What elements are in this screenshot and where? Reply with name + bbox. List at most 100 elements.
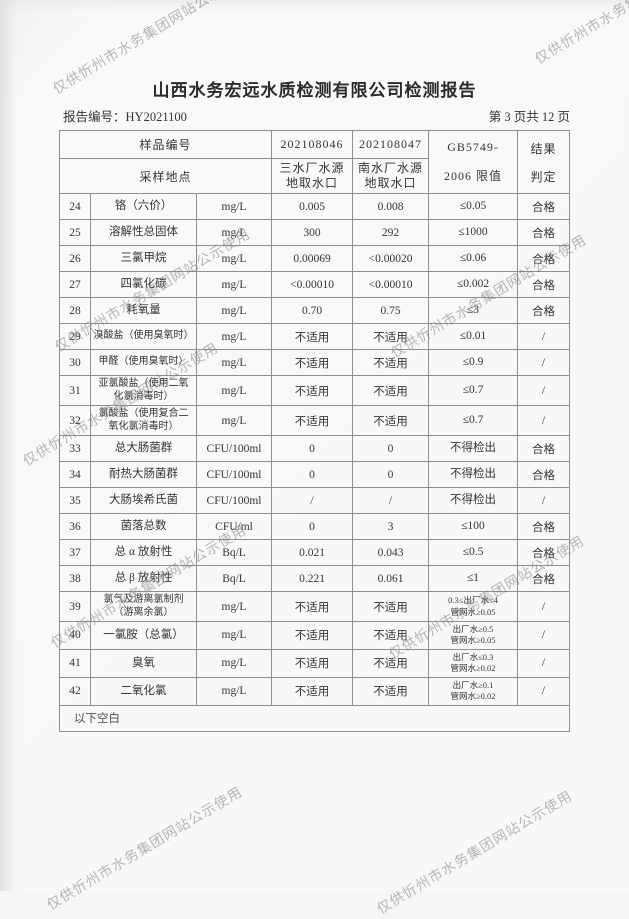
item-name: 耗氧量 (90, 297, 197, 324)
limit-value: ≤0.5 (428, 539, 519, 566)
limit-value: 不得检出 (428, 487, 519, 514)
unit: mg/L (195, 271, 273, 298)
item-name: 总 α 放射性 (90, 539, 197, 566)
result-label-1: 结果 (530, 141, 557, 156)
result-value: / (517, 591, 571, 622)
row-number: 25 (59, 219, 91, 246)
sample1-value: 不适用 (271, 648, 354, 678)
sample2-value: 292 (352, 219, 430, 246)
sample2-site: 南水厂水源 地取水口 (352, 158, 430, 194)
unit: mg/L (195, 245, 273, 272)
sample2-value: <0.00020 (352, 245, 430, 272)
table-row: 28 耗氧量 mg/L 0.70 0.75 ≤3 合格 (59, 297, 571, 324)
page-indicator: 第 3 页共 12 页 (488, 110, 570, 124)
limit-value: ≤0.002 (428, 271, 519, 298)
item-name: 耐热大肠菌群 (90, 461, 197, 488)
result-value: / (517, 648, 571, 678)
unit: CFU/ml (195, 513, 273, 540)
row-number: 24 (59, 193, 91, 220)
limit-value: ≤3 (428, 297, 519, 324)
result-value: / (517, 349, 571, 376)
table-row: 34 耐热大肠菌群 CFU/100ml 0 0 不得检出 合格 (59, 461, 571, 488)
item-name: 臭氧 (90, 648, 197, 678)
sample1-value: 不适用 (271, 591, 354, 622)
sample2-value: 不适用 (352, 375, 430, 406)
result-value: 合格 (517, 271, 571, 298)
sample1-value: 不适用 (271, 676, 354, 706)
blank-below-note: 以下空白 (58, 704, 571, 732)
sample1-value: 300 (271, 219, 354, 246)
table-row: 39 氯气及游离氯制剂 （游离余氯） mg/L 不适用 不适用 0.3≤出厂水≤4 管网水… (59, 591, 571, 622)
row-number: 28 (59, 297, 91, 324)
row-number: 34 (59, 461, 91, 488)
table-row: 27 四氯化碳 mg/L <0.00010 <0.00010 ≤0.002 合格 (59, 271, 571, 298)
limit-value: ≤0.05 (428, 193, 519, 220)
row-number: 32 (59, 405, 91, 436)
report-number: 报告编号：HY2021100 (63, 106, 187, 125)
sample2-value: 不适用 (352, 648, 430, 678)
sample1-value: 0.021 (271, 539, 354, 566)
sample2-number: 202108047 (352, 130, 430, 159)
sample-number-label: 样品编号 (58, 130, 273, 159)
header-row-1: 样品编号 202108046 202108047 GB5749- 2006 限值… (58, 130, 571, 194)
row-number: 42 (59, 676, 91, 706)
sample2-value: 0.061 (352, 565, 430, 592)
item-name: 氯酸盐（使用复合二 氧化氯消毒时） (90, 405, 197, 436)
result-value: 合格 (517, 565, 571, 592)
item-name: 溶解性总固体 (90, 219, 197, 246)
sample2-value: 不适用 (352, 349, 430, 376)
unit: mg/L (195, 323, 273, 350)
item-name: 亚氯酸盐（使用二氧 化氯消毒时） (90, 375, 197, 406)
item-name: 溴酸盐（使用臭氧时） (90, 323, 197, 350)
table-row: 24 铬（六价） mg/L 0.005 0.008 ≤0.05 合格 (59, 193, 571, 220)
result-value: 合格 (517, 539, 571, 566)
item-name: 大肠埃希氏菌 (90, 487, 197, 514)
sample1-value: 0 (271, 513, 354, 540)
item-name: 菌落总数 (90, 513, 197, 540)
sample2-value: 0 (352, 435, 430, 462)
row-number: 40 (59, 621, 91, 650)
limit-value: ≤0.06 (428, 245, 519, 272)
sample1-value: 0.221 (271, 565, 354, 592)
sample2-value: <0.00010 (352, 271, 430, 298)
table-row: 26 三氯甲烷 mg/L 0.00069 <0.00020 ≤0.06 合格 (59, 245, 571, 272)
row-number: 36 (59, 513, 91, 540)
watermark: 仅供忻州市水务集团网站公示使用 (373, 787, 575, 917)
unit: mg/L (195, 297, 273, 324)
results-tbody: 24 铬（六价） mg/L 0.005 0.008 ≤0.05 合格 25 溶解性总固体 mg/L… (59, 193, 571, 706)
unit: mg/L (195, 676, 273, 706)
report-title: 山西水务宏远水质检测有限公司检测报告 (152, 81, 477, 100)
table-row: 31 亚氯酸盐（使用二氧 化氯消毒时） mg/L 不适用 不适用 ≤0.7/ (59, 375, 571, 406)
sample1-value: 不适用 (271, 349, 354, 376)
limit-value: ≤1 (428, 565, 519, 592)
row-number: 33 (59, 435, 91, 462)
item-name: 二氧化氯 (90, 676, 197, 706)
row-number: 37 (59, 539, 91, 566)
row-number: 29 (59, 323, 91, 350)
result-value: 合格 (517, 435, 571, 462)
sample2-value: 不适用 (352, 676, 430, 706)
scan-edge-top (0, 0, 629, 12)
sample1-value: 不适用 (271, 323, 354, 350)
table-row: 40 一氯胺（总氯） mg/L 不适用 不适用 出厂水≥0.5 管网水≥0.05/ (59, 621, 571, 650)
sample1-value: / (271, 487, 354, 514)
footer-row: 以下空白 (58, 704, 571, 732)
limit-value: ≤0.7 (428, 405, 519, 436)
sample1-value: 0.005 (271, 193, 354, 220)
unit: mg/L (195, 648, 273, 678)
table-row: 25 溶解性总固体 mg/L 300 292 ≤1000 合格 (59, 219, 571, 246)
item-name: 一氯胺（总氯） (90, 621, 197, 650)
result-value: / (517, 676, 571, 706)
result-value: / (517, 621, 571, 650)
results-table: 样品编号 202108046 202108047 GB5749- 2006 限值… (58, 130, 571, 732)
standard-name: GB5749- (447, 140, 499, 154)
result-value: / (517, 405, 571, 436)
scan-edge-left (0, 0, 18, 891)
item-name: 四氯化碳 (90, 271, 197, 298)
sample2-value: 不适用 (352, 323, 430, 350)
standard-limit-label: 2006 限值 (444, 169, 503, 183)
limit-value: ≤0.01 (428, 323, 519, 350)
item-name: 氯气及游离氯制剂 （游离余氯） (90, 591, 197, 622)
result-value: 合格 (517, 245, 571, 272)
